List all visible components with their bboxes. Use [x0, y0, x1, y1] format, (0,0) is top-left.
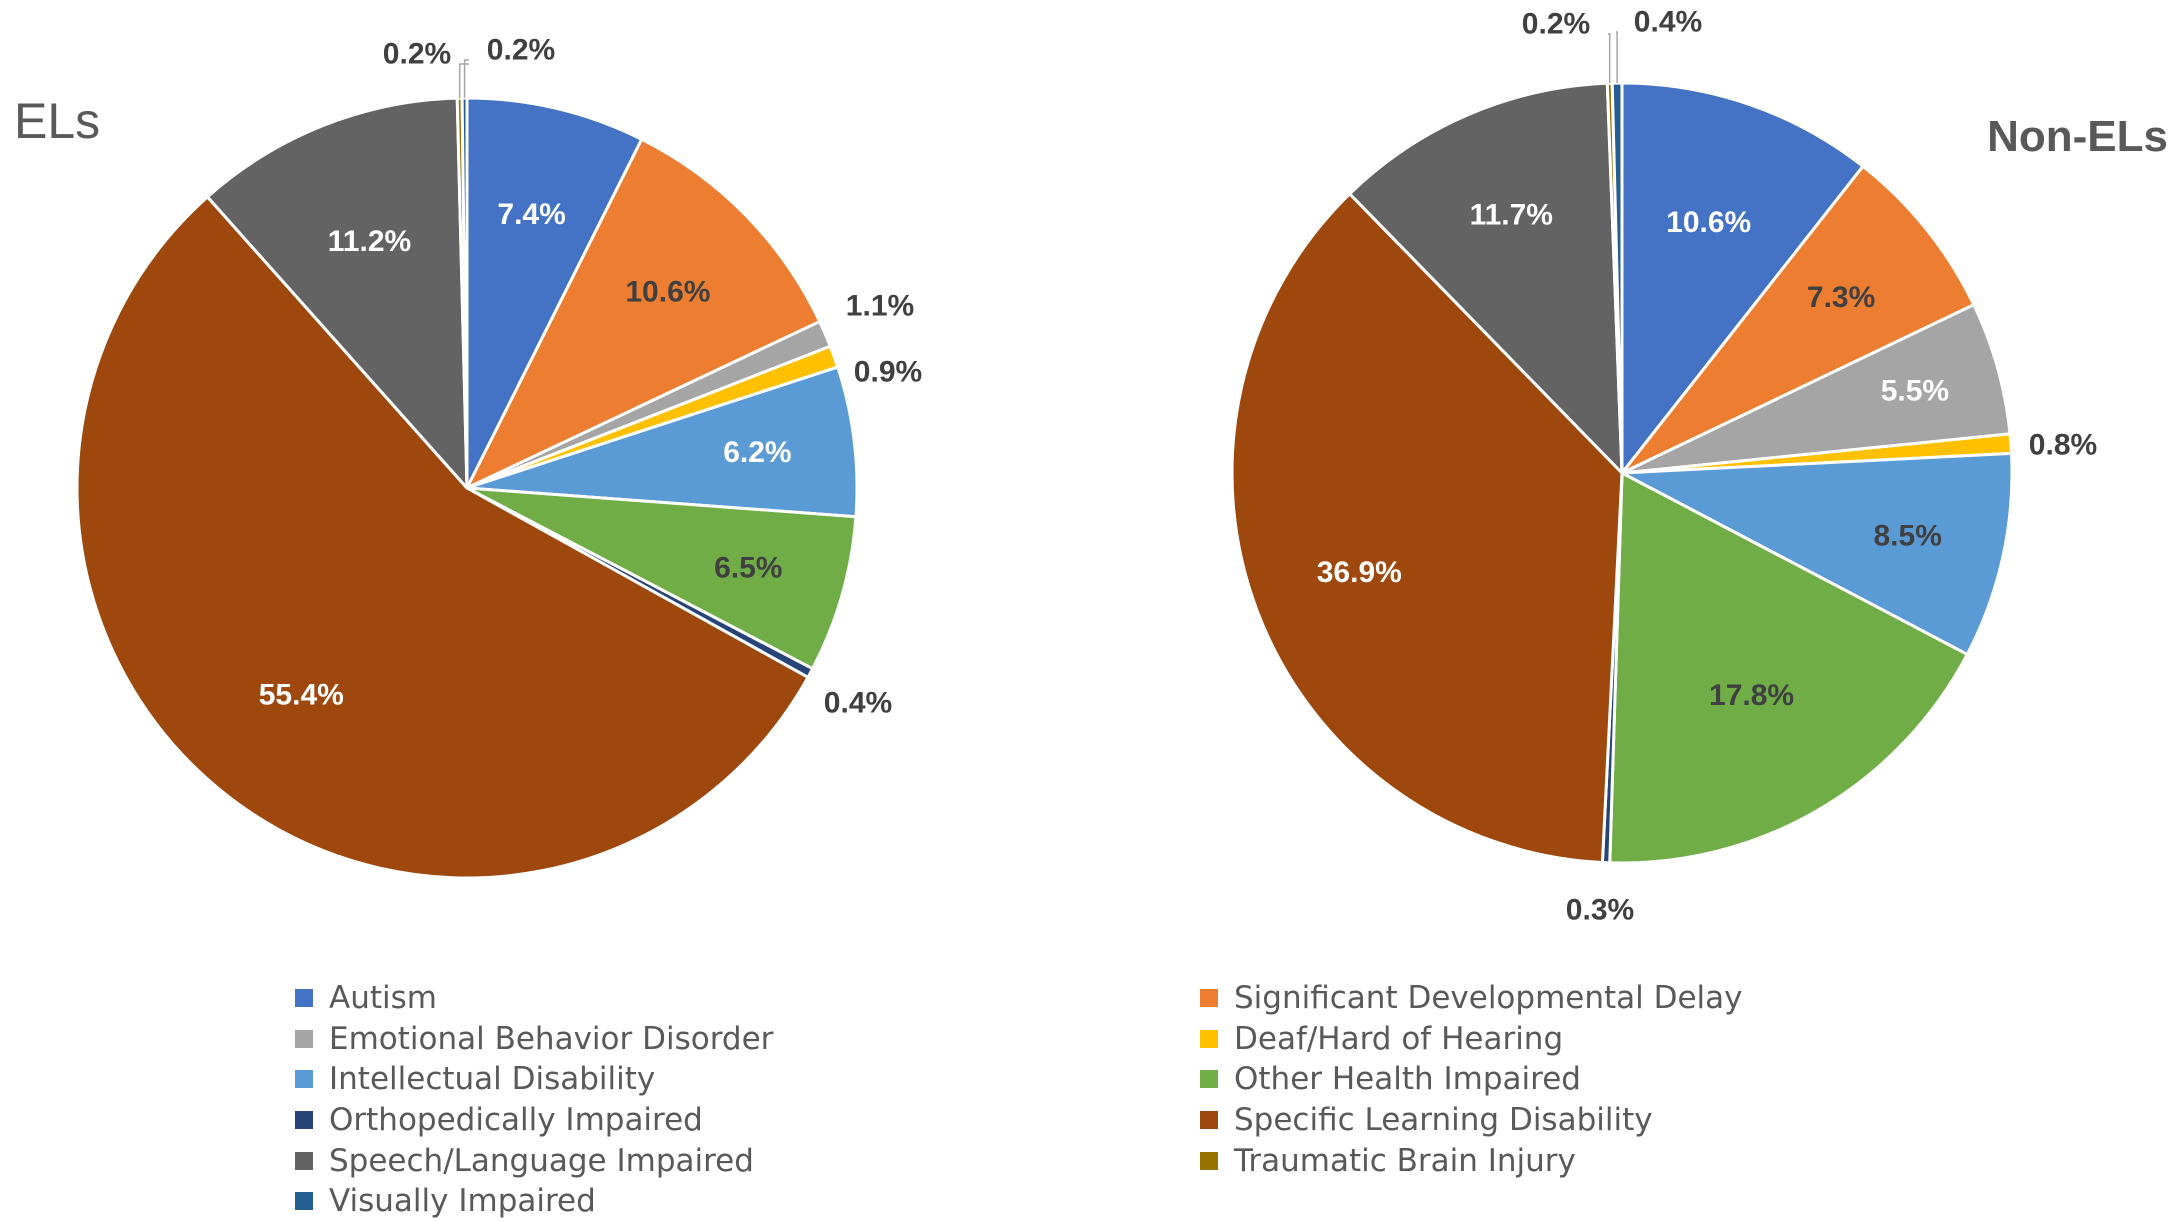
legend-label: Orthopedically Impaired: [329, 1102, 703, 1138]
legend-label: Significant Developmental Delay: [1234, 980, 1743, 1016]
data-label: 6.5%: [714, 552, 782, 585]
chart-title-els: ELs: [14, 92, 100, 150]
data-label: 0.3%: [1566, 894, 1634, 927]
pie-els: 7.4% 10.6% 1.1% 0.9% 6.2% 6.5% 0.4% 55.4% 11.2% 0…: [77, 34, 922, 878]
legend-item-intellectual-disability: Intellectual Disability: [295, 1059, 1200, 1100]
legend-item-traumatic-brain-injury: Traumatic Brain Injury: [1200, 1140, 1935, 1181]
legend-label: Traumatic Brain Injury: [1234, 1143, 1576, 1179]
legend-swatch: [1200, 1070, 1218, 1088]
data-label: 11.2%: [328, 225, 411, 258]
data-label: 5.5%: [1881, 374, 1949, 407]
legend-swatch: [295, 1111, 313, 1129]
chart-title-non-els: Non-ELs: [1987, 112, 2168, 162]
data-label: 0.9%: [854, 356, 922, 389]
legend-item-speech-language-impaired: Speech/Language Impaired: [295, 1140, 1200, 1181]
data-label: 17.8%: [1709, 679, 1794, 712]
data-label: 0.8%: [2029, 429, 2097, 462]
legend-label: Visually Impaired: [329, 1183, 596, 1219]
leader-line: [465, 60, 469, 98]
legend-swatch: [295, 1152, 313, 1170]
legend-item-visually-impaired: Visually Impaired: [295, 1181, 1200, 1222]
legend-label: Emotional Behavior Disorder: [329, 1021, 773, 1057]
legend-swatch: [1200, 1152, 1218, 1170]
legend-label: Intellectual Disability: [329, 1061, 655, 1097]
data-label: 7.3%: [1807, 281, 1875, 314]
leader-line: [1608, 34, 1610, 83]
legend-item-other-health-impaired: Other Health Impaired: [1200, 1059, 1935, 1100]
data-label: 10.6%: [1666, 206, 1751, 239]
data-label: 6.2%: [723, 436, 791, 469]
legend-item-significant-developmental-delay: Significant Developmental Delay: [1200, 978, 1935, 1019]
legend-swatch: [295, 989, 313, 1007]
data-label: 1.1%: [846, 290, 914, 323]
data-label: 55.4%: [259, 679, 344, 712]
legend-label: Specific Learning Disability: [1234, 1102, 1653, 1138]
leader-line: [1616, 32, 1617, 83]
data-label: 0.4%: [824, 687, 892, 720]
data-label: 7.4%: [497, 198, 565, 231]
data-label: 10.6%: [625, 275, 710, 308]
data-label: 0.2%: [383, 38, 451, 71]
data-label: 0.4%: [1634, 6, 1702, 39]
legend-swatch: [1200, 989, 1218, 1007]
legend-item-specific-learning-disability: Specific Learning Disability: [1200, 1100, 1935, 1141]
data-label: 36.9%: [1317, 556, 1402, 589]
legend-swatch: [295, 1192, 313, 1210]
legend-item-orthopedically-impaired: Orthopedically Impaired: [295, 1100, 1200, 1141]
legend-label: Deaf/Hard of Hearing: [1234, 1021, 1563, 1057]
pie-non-els: 10.6% 7.3% 5.5% 0.8% 8.5% 17.8% 0.3% 36.9% 11.7%…: [1232, 6, 2097, 927]
data-label: 11.7%: [1470, 198, 1553, 231]
legend-label: Autism: [329, 980, 437, 1016]
legend-swatch: [295, 1030, 313, 1048]
legend-item-autism: Autism: [295, 978, 1200, 1019]
legend-item-deaf-hard-of-hearing: Deaf/Hard of Hearing: [1200, 1019, 1935, 1060]
legend-label: Speech/Language Impaired: [329, 1143, 754, 1179]
legend-swatch: [1200, 1111, 1218, 1129]
legend: Autism Significant Developmental Delay E…: [295, 978, 1935, 1222]
data-label: 8.5%: [1874, 519, 1942, 552]
legend-label: Other Health Impaired: [1234, 1061, 1581, 1097]
legend-swatch: [1200, 1030, 1218, 1048]
legend-swatch: [295, 1070, 313, 1088]
data-label: 0.2%: [1522, 8, 1590, 41]
legend-item-emotional-behavior-disorder: Emotional Behavior Disorder: [295, 1019, 1200, 1060]
data-label: 0.2%: [487, 34, 555, 67]
